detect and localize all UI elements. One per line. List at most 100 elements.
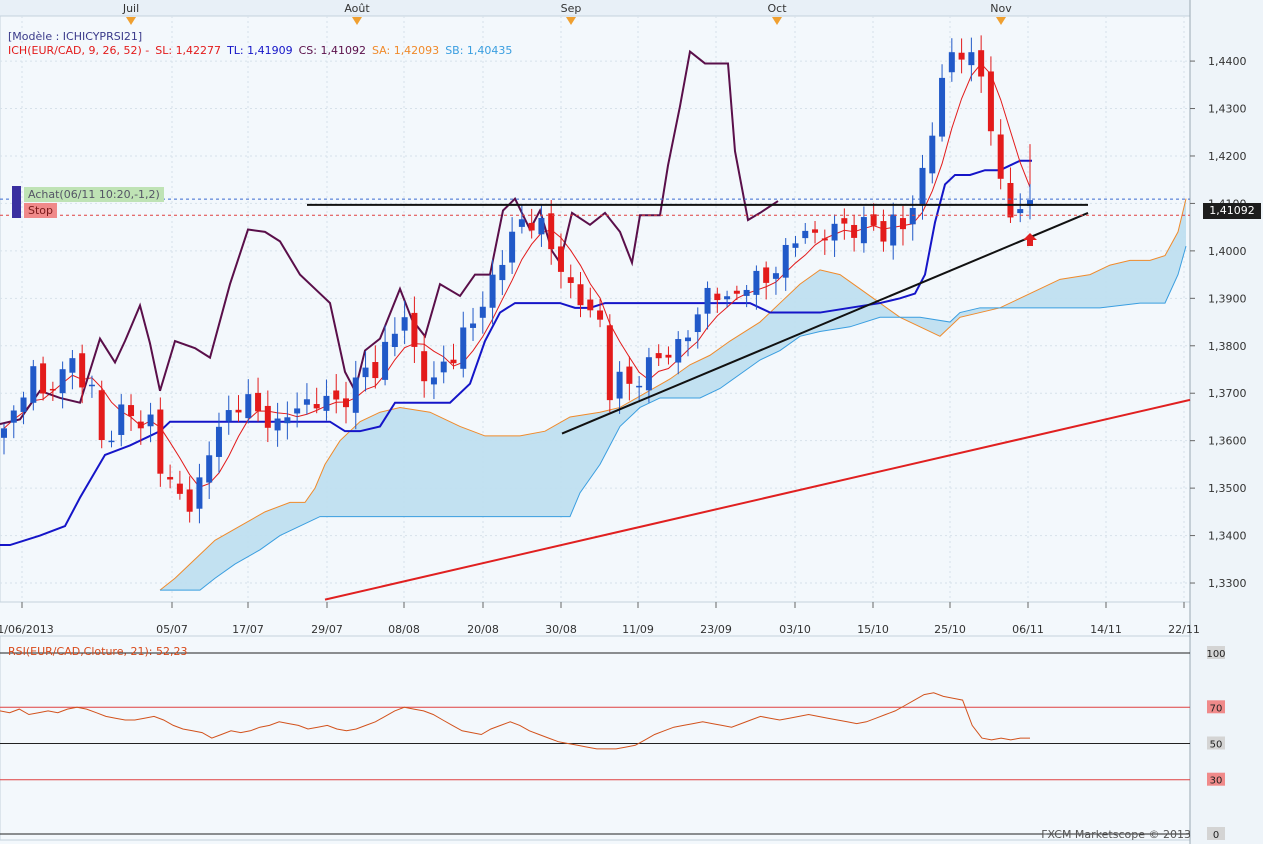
price-tick-label: 1,4000 [1208,245,1247,258]
candle-bull [499,250,506,296]
rsi-panel [0,635,1191,841]
candle-bear [812,220,819,244]
candle-bull [460,311,467,378]
candle-bear [567,264,574,299]
price-tick-label: 1,4300 [1208,103,1247,116]
candle-bear [870,203,877,231]
ichimoku-legend-item: CS: 1,41092 [298,44,366,57]
candle-bull [274,402,281,447]
candle-body [909,207,916,225]
candle-bull [509,217,516,274]
date-tick-label: 11/09 [622,623,654,636]
candle-bear [851,214,858,252]
candle-bull [616,361,623,414]
rsi-level-tag [1207,827,1225,840]
candle-bear [421,334,428,398]
candle-bull [1,423,7,455]
month-label: Nov [990,2,1012,15]
candle-bull [694,307,701,349]
candle-body [108,440,115,443]
candle-body [470,323,477,328]
date-tick-label: 08/08 [388,623,420,636]
candle-bull [704,281,711,330]
candle-body [215,426,222,457]
candle-bear [186,476,193,523]
senkou-a-line [159,198,1187,591]
candle-bull [802,222,809,244]
chikou-line [0,49,779,426]
candle-bull [753,265,760,310]
copyright-label: FXCM Marketscope © 2013 [1041,828,1191,841]
rsi-level-tag [1207,646,1225,659]
price-panel [0,15,1191,603]
candle-body [333,390,340,400]
month-label: Août [344,2,370,15]
candle-body [694,314,701,333]
candle-bear [98,380,105,449]
candle-body [968,52,975,66]
candle-body [636,385,643,388]
candle-body [626,366,633,384]
candle-body [978,50,985,77]
candle-body [948,52,955,73]
candle-bull [929,122,936,184]
candle-bull [59,361,66,409]
candle-bull [948,38,955,82]
candle-bear [411,296,418,363]
candle-body [421,351,428,382]
candle-body [606,325,613,401]
rsi-level-tag [1207,700,1225,714]
candle-bear [450,343,457,370]
ichimoku-legend-item: SB: 1,40435 [445,44,513,57]
candle-bear [137,410,144,445]
month-marker-icon [566,17,576,25]
candle-body [59,369,66,394]
candle-body [255,392,262,412]
ichimoku-legend-item: ICH(EUR/CAD, 9, 26, 52) - [8,44,150,57]
candle-bull [382,325,389,386]
candle-body [851,224,858,238]
candle-bull [743,284,750,308]
month-label: Juil [122,2,139,15]
candle-body [1,428,7,438]
date-tick-label: 22/11 [1168,623,1200,636]
candle-bull [792,235,799,257]
candle-body [479,306,486,318]
rsi-legend: RSI(EUR/CAD,Cloture, 21): 52,23 [8,645,188,658]
candle-bear [841,208,848,240]
candle-bull [636,376,643,403]
candle-body [245,394,252,419]
candle-bull [245,379,252,424]
candle-body [440,361,447,373]
candle-body [831,223,838,241]
candle-bear [763,261,770,300]
rsi-level-label: 30 [1210,776,1223,787]
candle-body [724,296,731,300]
candle-body [391,333,398,348]
candle-bull [69,349,76,390]
candle-body [225,410,232,422]
candle-body [460,327,467,369]
buy-signal-label[interactable]: Achat(06/11 10:20,-1,2) [24,187,164,202]
candle-bull [352,360,359,430]
model-label: [Modèle : ICHICYPRSI21] [8,30,143,43]
candle-bear [176,470,183,500]
candle-bull [225,395,232,435]
ichimoku-legend-item: SL: 1,42277 [155,44,222,57]
candle-body [753,270,760,295]
candle-body [284,417,291,424]
price-tick-label: 1,3400 [1208,530,1247,543]
candle-body [69,358,76,373]
candle-body [303,399,310,405]
month-marker-icon [126,17,136,25]
candle-body [860,217,867,244]
candle-body [997,134,1004,179]
candle-bull [108,430,115,448]
candle-body [196,477,203,509]
senkou-b-line [160,245,1187,591]
date-tick-label: 14/11 [1090,623,1122,636]
candle-body [987,71,994,132]
stop-signal-label[interactable]: Stop [24,203,58,218]
price-tick-label: 1,3900 [1208,292,1247,305]
